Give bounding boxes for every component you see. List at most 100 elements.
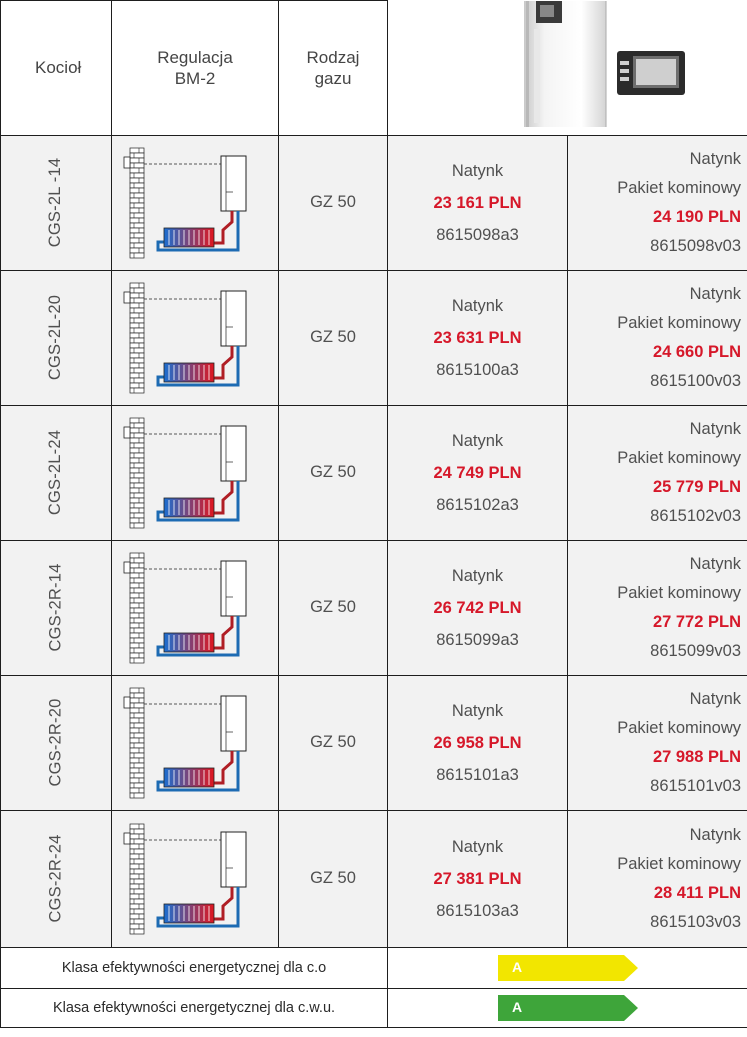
controller-panel-image (617, 50, 685, 95)
energy-label: Klasa efektywności energetycznej dla c.o (0, 946, 388, 989)
set-label-2: Pakiet kominowy (617, 178, 741, 197)
single-price: 24 749 PLN (433, 463, 522, 482)
gas-type: GZ 50 (278, 134, 388, 271)
table-row: CGS-2R-24 GZ 50 Natynk 27 381 PLN 861510… (0, 809, 747, 948)
set-price: 27 772 PLN (652, 612, 741, 631)
model-cell: CGS-2R-14 (0, 539, 112, 676)
single-code: 8615103a3 (436, 901, 519, 920)
diagram-cell (111, 134, 279, 271)
set-label-2: Pakiet kominowy (617, 313, 741, 332)
heating-schematic-icon (123, 823, 247, 934)
single-code: 8615099a3 (436, 630, 519, 649)
heating-schematic-icon (123, 687, 247, 798)
single-label: Natynk (451, 431, 504, 450)
set-price: 24 190 PLN (652, 207, 741, 226)
energy-arrow-shape (498, 954, 638, 981)
single-label: Natynk (451, 837, 504, 856)
energy-class-cell: A (387, 946, 747, 989)
diagram-cell (111, 404, 279, 541)
energy-class-arrow (498, 954, 638, 981)
set-label-1: Natynk (689, 419, 741, 438)
single-price: 27 381 PLN (433, 869, 522, 888)
set-code: 8615101v03 (650, 776, 741, 795)
header-product-image-cell (387, 0, 747, 136)
model-cell: CGS-2L -14 (0, 134, 112, 271)
set-price: 28 411 PLN (653, 883, 741, 902)
energy-class-arrow (498, 994, 638, 1021)
single-label: Natynk (451, 296, 504, 315)
set-code: 8615098v03 (650, 236, 741, 255)
model-name: CGS-2L-24 (46, 429, 65, 516)
set-code: 8615102v03 (650, 506, 741, 525)
energy-class-cell: A (387, 987, 747, 1028)
heating-schematic-icon (123, 147, 247, 258)
set-code: 8615100v03 (650, 371, 741, 390)
energy-arrow-shape (498, 994, 638, 1021)
set-label-1: Natynk (689, 689, 741, 708)
table-row: CGS-2L-24 GZ 50 Natynk 24 749 PLN 861510… (0, 404, 747, 541)
header-row: Kocioł Regulacja BM-2 Rodzaj gazu (0, 0, 747, 136)
single-price-cell: Natynk 27 381 PLN 8615103a3 (387, 809, 568, 948)
energy-class-letter: A (512, 958, 523, 975)
header-regulation: Regulacja BM-2 (157, 47, 233, 88)
diagram-cell (111, 809, 279, 948)
table-row: CGS-2L-20 GZ 50 Natynk 23 631 PLN 861510… (0, 269, 747, 406)
gas-type: GZ 50 (278, 674, 388, 811)
gas-type: GZ 50 (278, 404, 388, 541)
set-label-1: Natynk (689, 149, 741, 168)
set-code: 8615103v03 (650, 912, 741, 931)
set-label-2: Pakiet kominowy (617, 718, 741, 737)
model-cell: CGS-2R-20 (0, 674, 112, 811)
single-label: Natynk (451, 566, 504, 585)
single-price: 23 161 PLN (433, 193, 522, 212)
set-label-2: Pakiet kominowy (617, 583, 741, 602)
set-label-1: Natynk (689, 825, 741, 844)
single-price: 26 742 PLN (433, 598, 522, 617)
header-boiler-cell: Kocioł (0, 0, 112, 136)
table-row: CGS-2R-20 GZ 50 Natynk 26 958 PLN 861510… (0, 674, 747, 811)
set-price: 27 988 PLN (652, 747, 741, 766)
heating-schematic-icon (123, 417, 247, 528)
single-price-cell: Natynk 23 161 PLN 8615098a3 (387, 134, 568, 271)
energy-row-heating: Klasa efektywności energetycznej dla c.o… (0, 946, 747, 989)
single-price-cell: Natynk 24 749 PLN 8615102a3 (387, 404, 568, 541)
gas-type: GZ 50 (278, 809, 388, 948)
set-price-cell: Natynk Pakiet kominowy 25 779 PLN 861510… (567, 404, 747, 541)
set-price: 25 779 PLN (652, 477, 741, 496)
table-row: CGS-2R-14 GZ 50 Natynk 26 742 PLN 861509… (0, 539, 747, 676)
set-code: 8615099v03 (650, 641, 741, 660)
set-price-cell: Natynk Pakiet kominowy 24 190 PLN 861509… (567, 134, 747, 271)
model-name: CGS-2R-20 (46, 698, 65, 787)
header-regulation-cell: Regulacja BM-2 (111, 0, 279, 136)
model-cell: CGS-2L-24 (0, 404, 112, 541)
single-label: Natynk (451, 161, 504, 180)
header-boiler: Kocioł (35, 58, 82, 78)
set-label-2: Pakiet kominowy (617, 854, 741, 873)
model-name: CGS-2L -14 (46, 157, 65, 248)
set-price-cell: Natynk Pakiet kominowy 27 772 PLN 861509… (567, 539, 747, 676)
model-name: CGS-2R-14 (46, 563, 65, 652)
single-price-cell: Natynk 26 958 PLN 8615101a3 (387, 674, 568, 811)
single-price: 23 631 PLN (433, 328, 522, 347)
single-price-cell: Natynk 26 742 PLN 8615099a3 (387, 539, 568, 676)
model-cell: CGS-2L-20 (0, 269, 112, 406)
model-name: CGS-2R-24 (46, 834, 65, 923)
set-price-cell: Natynk Pakiet kominowy 24 660 PLN 861510… (567, 269, 747, 406)
diagram-cell (111, 269, 279, 406)
set-label-1: Natynk (689, 554, 741, 573)
single-code: 8615100a3 (436, 360, 519, 379)
boiler-product-image (524, 0, 685, 127)
single-code: 8615101a3 (436, 765, 519, 784)
diagram-cell (111, 674, 279, 811)
table-row: CGS-2L -14 GZ 50 Natynk 23 161 PLN 86150… (0, 134, 747, 271)
set-label-2: Pakiet kominowy (617, 448, 741, 467)
header-gas-cell: Rodzaj gazu (278, 0, 388, 136)
model-name: CGS-2L-20 (46, 294, 65, 381)
single-price: 26 958 PLN (433, 733, 522, 752)
set-price-cell: Natynk Pakiet kominowy 28 411 PLN 861510… (567, 809, 747, 948)
energy-row-water: Klasa efektywności energetycznej dla c.w… (0, 987, 747, 1028)
energy-class-letter: A (512, 998, 523, 1015)
single-label: Natynk (451, 701, 504, 720)
single-price-cell: Natynk 23 631 PLN 8615100a3 (387, 269, 568, 406)
